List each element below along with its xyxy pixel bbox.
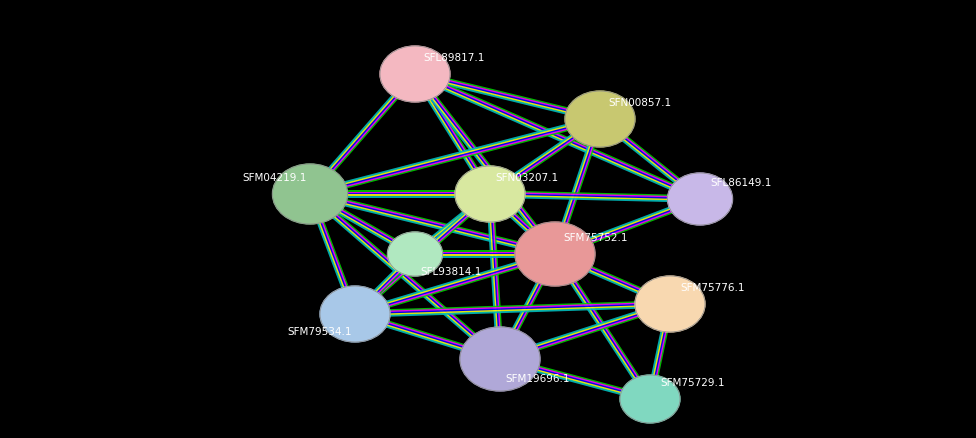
- Text: SFL93814.1: SFL93814.1: [420, 266, 481, 276]
- Ellipse shape: [380, 47, 450, 103]
- Ellipse shape: [387, 233, 442, 276]
- Text: SFM75729.1: SFM75729.1: [660, 377, 724, 387]
- Ellipse shape: [515, 223, 595, 286]
- Ellipse shape: [635, 276, 705, 332]
- Text: SFN03207.1: SFN03207.1: [495, 173, 558, 183]
- Text: SFL86149.1: SFL86149.1: [710, 177, 771, 187]
- Text: SFM04219.1: SFM04219.1: [242, 173, 306, 183]
- Text: SFN00857.1: SFN00857.1: [608, 98, 671, 108]
- Ellipse shape: [620, 375, 680, 423]
- Text: SFL89817.1: SFL89817.1: [423, 53, 484, 63]
- Ellipse shape: [460, 327, 540, 391]
- Ellipse shape: [565, 92, 635, 148]
- Text: SFM75776.1: SFM75776.1: [680, 283, 745, 292]
- Text: SFM19696.1: SFM19696.1: [505, 373, 570, 383]
- Text: SFM79534.1: SFM79534.1: [287, 326, 351, 336]
- Ellipse shape: [272, 165, 347, 225]
- Ellipse shape: [455, 166, 525, 223]
- Ellipse shape: [320, 286, 390, 342]
- Text: SFM75752.1: SFM75752.1: [563, 233, 628, 243]
- Ellipse shape: [668, 173, 733, 226]
